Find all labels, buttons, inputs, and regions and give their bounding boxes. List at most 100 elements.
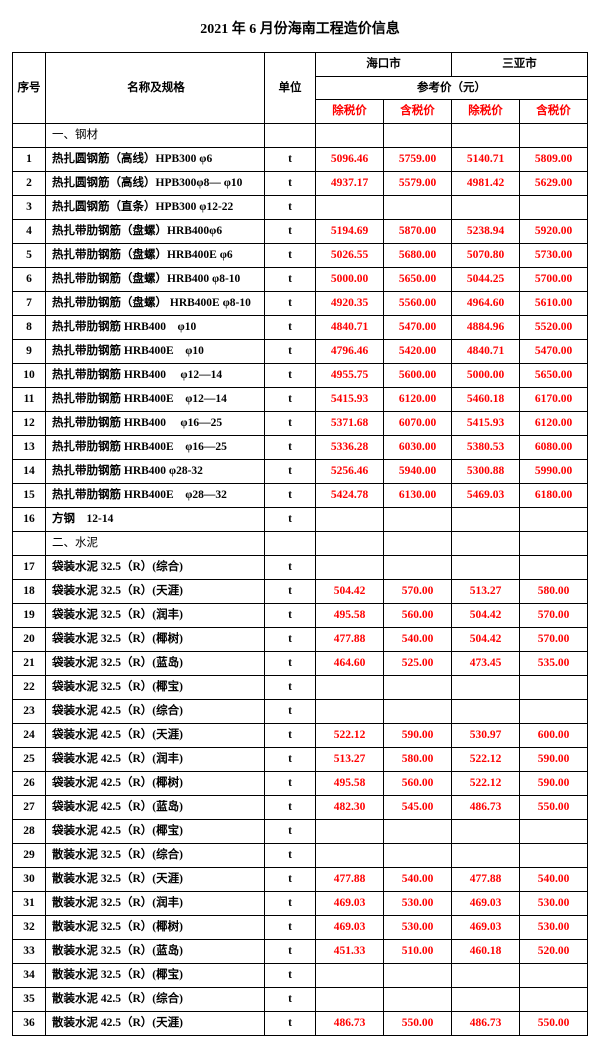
cell-unit: t	[265, 988, 316, 1012]
cell-val-city2-withtax	[520, 820, 588, 844]
cell-unit: t	[265, 316, 316, 340]
table-row: 5热扎带肋钢筋（盘螺）HRB400E φ6t5026.555680.005070…	[13, 244, 588, 268]
col-city2-notax: 除税价	[452, 100, 520, 124]
cell-val-city1-withtax: 5470.00	[384, 316, 452, 340]
table-row: 9热扎带肋钢筋 HRB400E φ10t4796.465420.004840.7…	[13, 340, 588, 364]
cell-val-city1-notax	[316, 700, 384, 724]
cell-name: 袋装水泥 32.5（R）(润丰)	[46, 604, 265, 628]
cell-val-city1-withtax: 560.00	[384, 772, 452, 796]
cell-unit: t	[265, 700, 316, 724]
cell-val-city2-notax: 486.73	[452, 1012, 520, 1036]
cell-val-city2-withtax: 530.00	[520, 916, 588, 940]
cell-val-city2-notax: 4981.42	[452, 172, 520, 196]
cell-val-city2-notax: 5238.94	[452, 220, 520, 244]
table-row: 31散装水泥 32.5（R）(润丰)t469.03530.00469.03530…	[13, 892, 588, 916]
cell-name: 袋装水泥 32.5（R）(综合)	[46, 556, 265, 580]
cell-val-city1-withtax: 5680.00	[384, 244, 452, 268]
cell-unit: t	[265, 508, 316, 532]
cell-val-city1-withtax	[384, 676, 452, 700]
cell-val-city2-withtax: 550.00	[520, 1012, 588, 1036]
table-row: 13热扎带肋钢筋 HRB400E φ16—25t5336.286030.0053…	[13, 436, 588, 460]
cell-val-city1-withtax: 540.00	[384, 868, 452, 892]
cell-name: 热扎带肋钢筋（盘螺）HRB400φ6	[46, 220, 265, 244]
cell-name: 热扎圆钢筋（直条）HPB300 φ12-22	[46, 196, 265, 220]
cell-val-city1-notax	[316, 820, 384, 844]
cell-val-city1-notax: 486.73	[316, 1012, 384, 1036]
cell-unit: t	[265, 220, 316, 244]
cell-val-city1-withtax: 525.00	[384, 652, 452, 676]
table-row: 27袋装水泥 42.5（R）(蓝岛)t482.30545.00486.73550…	[13, 796, 588, 820]
cell-val-city2-withtax	[520, 196, 588, 220]
cell-val-city2-withtax: 540.00	[520, 868, 588, 892]
cell-unit: t	[265, 148, 316, 172]
cell-seq: 16	[13, 508, 46, 532]
cell-val-city2-notax: 530.97	[452, 724, 520, 748]
col-refprice: 参考价（元）	[316, 76, 588, 100]
cell-val-city1-withtax: 550.00	[384, 1012, 452, 1036]
cell-val-city1-withtax	[384, 700, 452, 724]
col-city2-withtax: 含税价	[520, 100, 588, 124]
cell-val-city2-notax: 460.18	[452, 940, 520, 964]
cell-val-city1-notax: 4955.75	[316, 364, 384, 388]
cell-seq: 31	[13, 892, 46, 916]
cell-val-city1-notax: 5371.68	[316, 412, 384, 436]
cell-unit: t	[265, 652, 316, 676]
cell-val-city2-notax: 5300.88	[452, 460, 520, 484]
cell-unit: t	[265, 580, 316, 604]
table-row: 18袋装水泥 32.5（R）(天涯)t504.42570.00513.27580…	[13, 580, 588, 604]
cell-val-city1-notax: 495.58	[316, 772, 384, 796]
cell-name: 袋装水泥 42.5（R）(润丰)	[46, 748, 265, 772]
cell-val-city2-notax: 473.45	[452, 652, 520, 676]
cell-name: 热扎带肋钢筋 HRB400E φ16—25	[46, 436, 265, 460]
col-unit: 单位	[265, 53, 316, 124]
cell-unit: t	[265, 556, 316, 580]
cell-seq: 10	[13, 364, 46, 388]
cell-seq: 27	[13, 796, 46, 820]
cell-val-city1-withtax: 590.00	[384, 724, 452, 748]
cell-seq	[13, 124, 46, 148]
cell-unit: t	[265, 484, 316, 508]
table-row: 4热扎带肋钢筋（盘螺）HRB400φ6t5194.695870.005238.9…	[13, 220, 588, 244]
cell-val	[452, 532, 520, 556]
cell-val-city2-withtax	[520, 700, 588, 724]
cell-val-city1-notax: 5194.69	[316, 220, 384, 244]
cell-val-city1-notax: 513.27	[316, 748, 384, 772]
cell-val-city1-withtax	[384, 964, 452, 988]
cell-val-city2-notax: 522.12	[452, 748, 520, 772]
table-row: 6热扎带肋钢筋（盘螺）HRB400 φ8-10t5000.005650.0050…	[13, 268, 588, 292]
table-row: 22袋装水泥 32.5（R）(椰宝)t	[13, 676, 588, 700]
cell-val-city2-withtax: 570.00	[520, 628, 588, 652]
cell-val-city1-withtax	[384, 196, 452, 220]
cell-name: 袋装水泥 42.5（R）(天涯)	[46, 724, 265, 748]
cell-val-city2-notax: 513.27	[452, 580, 520, 604]
cell-seq: 18	[13, 580, 46, 604]
cell-val-city1-withtax: 5579.00	[384, 172, 452, 196]
cell-unit	[265, 532, 316, 556]
cell-unit: t	[265, 436, 316, 460]
cell-unit	[265, 124, 316, 148]
col-seq: 序号	[13, 53, 46, 124]
cell-name: 热扎带肋钢筋 HRB400E φ12—14	[46, 388, 265, 412]
cell-val-city2-withtax	[520, 988, 588, 1012]
table-row: 一、钢材	[13, 124, 588, 148]
cell-unit: t	[265, 724, 316, 748]
cell-val-city2-notax: 5140.71	[452, 148, 520, 172]
cell-val-city1-withtax	[384, 556, 452, 580]
cell-unit: t	[265, 796, 316, 820]
price-table: 序号 名称及规格 单位 海口市 三亚市 参考价（元） 除税价 含税价 除税价 含…	[12, 52, 588, 1036]
cell-val-city1-notax: 464.60	[316, 652, 384, 676]
cell-name: 散装水泥 32.5（R）(椰树)	[46, 916, 265, 940]
cell-name: 袋装水泥 42.5（R）(综合)	[46, 700, 265, 724]
cell-name: 散装水泥 32.5（R）(天涯)	[46, 868, 265, 892]
table-row: 7热扎带肋钢筋（盘螺） HRB400E φ8-10t4920.355560.00…	[13, 292, 588, 316]
cell-val-city2-withtax: 550.00	[520, 796, 588, 820]
cell-val-city1-withtax: 5870.00	[384, 220, 452, 244]
cell-val-city1-withtax: 540.00	[384, 628, 452, 652]
cell-val-city1-notax	[316, 988, 384, 1012]
cell-seq: 35	[13, 988, 46, 1012]
cell-seq: 19	[13, 604, 46, 628]
cell-val-city2-withtax: 5610.00	[520, 292, 588, 316]
cell-val-city2-withtax: 535.00	[520, 652, 588, 676]
cell-name: 袋装水泥 42.5（R）(蓝岛)	[46, 796, 265, 820]
cell-val-city1-withtax	[384, 820, 452, 844]
